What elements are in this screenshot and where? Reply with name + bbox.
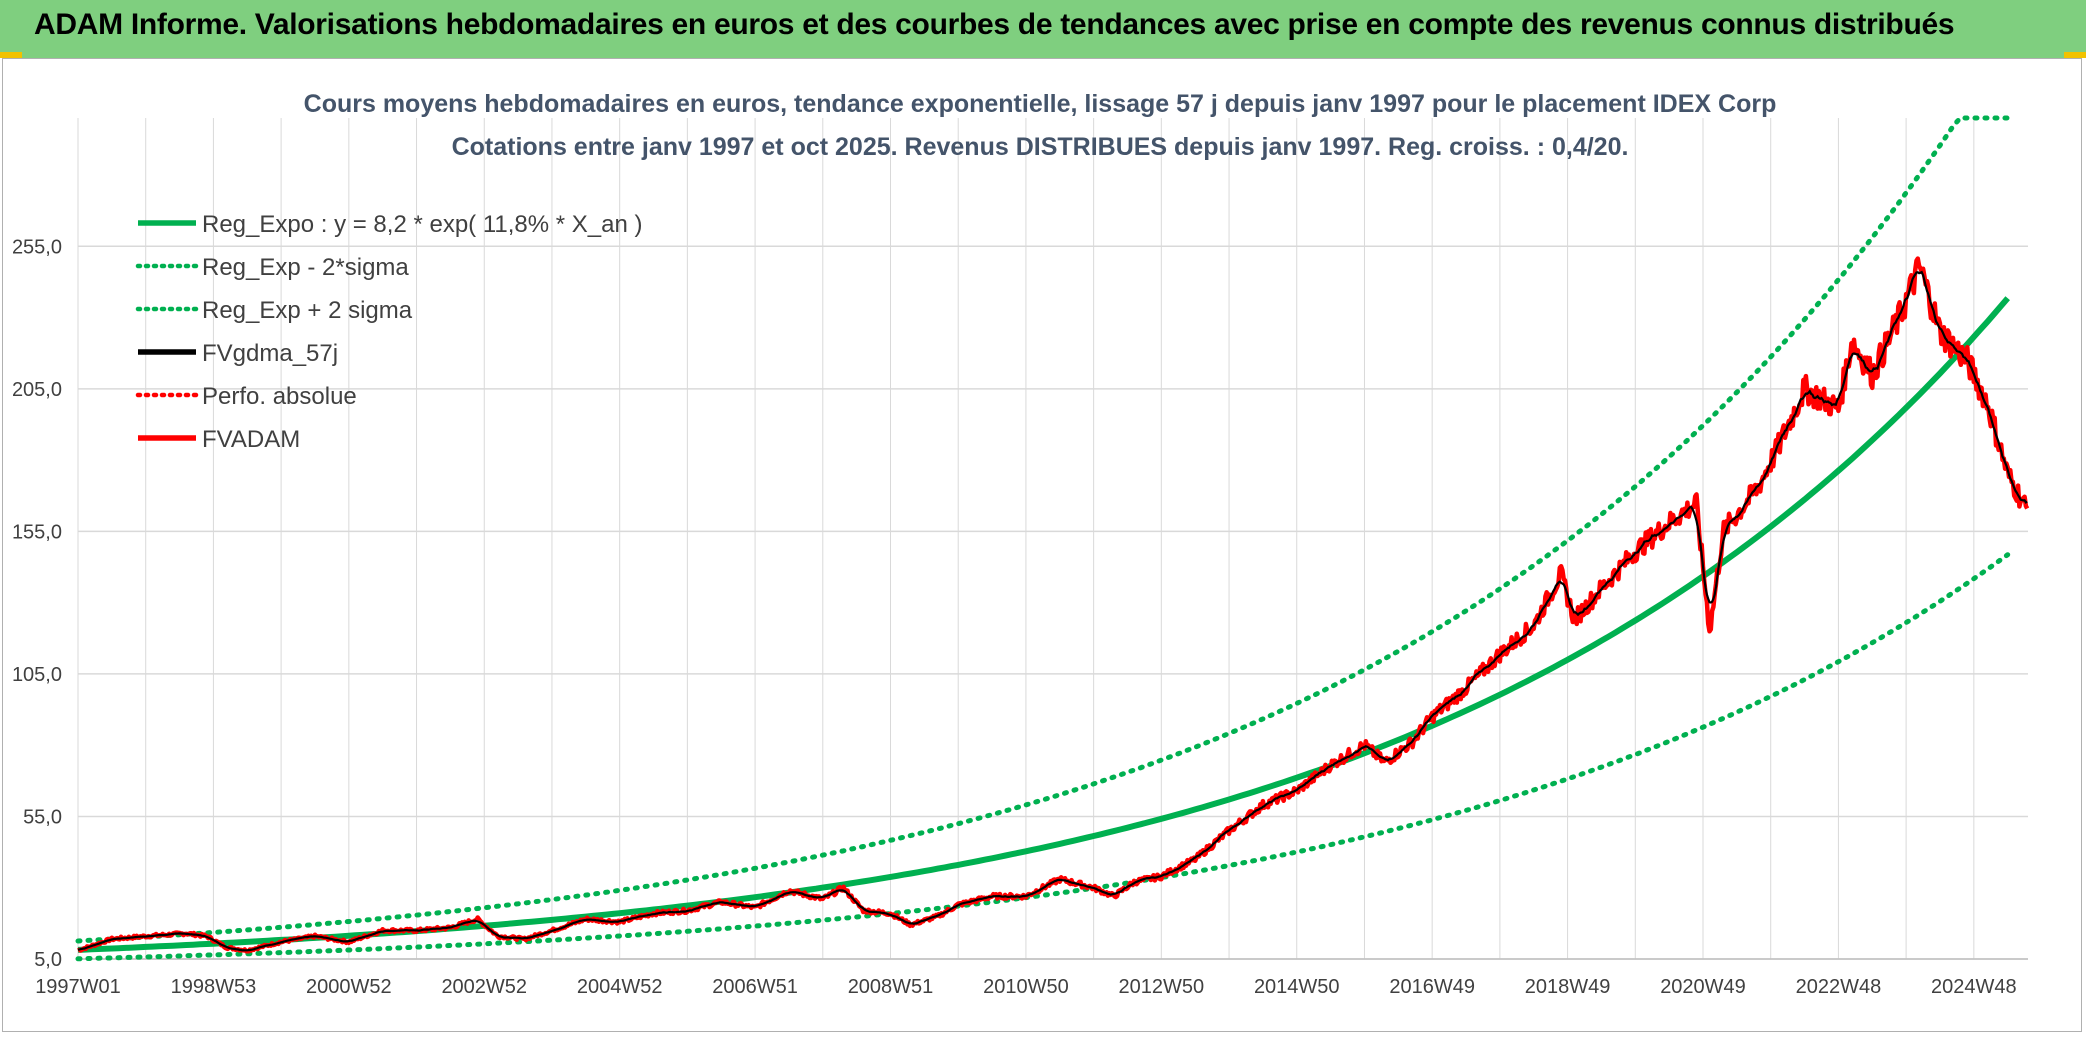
chart-subtitle: Cotations entre janv 1997 et oct 2025. R… xyxy=(452,133,1629,161)
y-tick-label: 155,0 xyxy=(12,521,62,543)
series-fvgdma-57j xyxy=(77,270,2028,952)
x-axis-ticks: 1997W01 1998W53 2000W52 2002W52 2004W52 2006W… xyxy=(35,976,2016,998)
report-title: ADAM Informe. Valorisations hebdomadaire… xyxy=(34,8,1955,41)
x-tick-label: 2008W51 xyxy=(848,976,934,998)
series-reg-exp-minus-2sigma xyxy=(75,552,2011,962)
series-reg-expo xyxy=(77,296,2010,953)
chart-title: Cours moyens hebdomadaires en euros, ten… xyxy=(304,90,1777,118)
x-tick-label: 2004W52 xyxy=(577,976,663,998)
series-group xyxy=(75,115,2030,962)
legend-perfo-absolue-label: Perfo. absolue xyxy=(202,383,357,410)
y-tick-label: 255,0 xyxy=(12,236,62,258)
chart-frame xyxy=(2,58,2082,1032)
x-tick-label: 2024W48 xyxy=(1931,976,2017,998)
legend: Reg_Expo : y = 8,2 * exp( 11,8% * X_an )… xyxy=(135,211,642,453)
x-tick-label: 2020W49 xyxy=(1660,976,1746,998)
y-tick-label: 5,0 xyxy=(34,949,62,971)
series-reg-exp-plus-2sigma xyxy=(75,115,2011,944)
corner-marker-left xyxy=(0,52,22,58)
x-tick-label: 2012W50 xyxy=(1119,976,1205,998)
x-tick-label: 2000W52 xyxy=(306,976,392,998)
x-tick-label: 2014W50 xyxy=(1254,976,1340,998)
x-tick-label: 1998W53 xyxy=(171,976,257,998)
legend-reg-expo-label: Reg_Expo : y = 8,2 * exp( 11,8% * X_an ) xyxy=(202,211,642,238)
corner-marker-right xyxy=(2064,52,2086,58)
y-tick-label: 55,0 xyxy=(23,806,62,828)
legend-fvadam-label: FVADAM xyxy=(202,426,300,453)
x-tick-label: 2018W49 xyxy=(1525,976,1611,998)
report-banner: ADAM Informe. Valorisations hebdomadaire… xyxy=(0,0,2086,58)
x-tick-label: 2016W49 xyxy=(1389,976,1475,998)
x-tick-label: 2010W50 xyxy=(983,976,1069,998)
y-axis-ticks: 5,0 55,0 105,0 155,0 205,0 255,0 xyxy=(12,236,62,971)
x-tick-label: 2002W52 xyxy=(441,976,527,998)
grid-lines xyxy=(77,118,2028,960)
y-tick-label: 205,0 xyxy=(12,379,62,401)
legend-reg-exp-plus-2sigma-label: Reg_Exp + 2 sigma xyxy=(202,297,413,324)
y-tick-label: 105,0 xyxy=(12,664,62,686)
x-tick-label: 2006W51 xyxy=(712,976,798,998)
x-tick-label: 1997W01 xyxy=(35,976,121,998)
x-tick-label: 2022W48 xyxy=(1796,976,1882,998)
legend-fvgdma-57j-label: FVgdma_57j xyxy=(202,340,338,367)
legend-reg-exp-minus-2sigma-label: Reg_Exp - 2*sigma xyxy=(202,254,409,281)
